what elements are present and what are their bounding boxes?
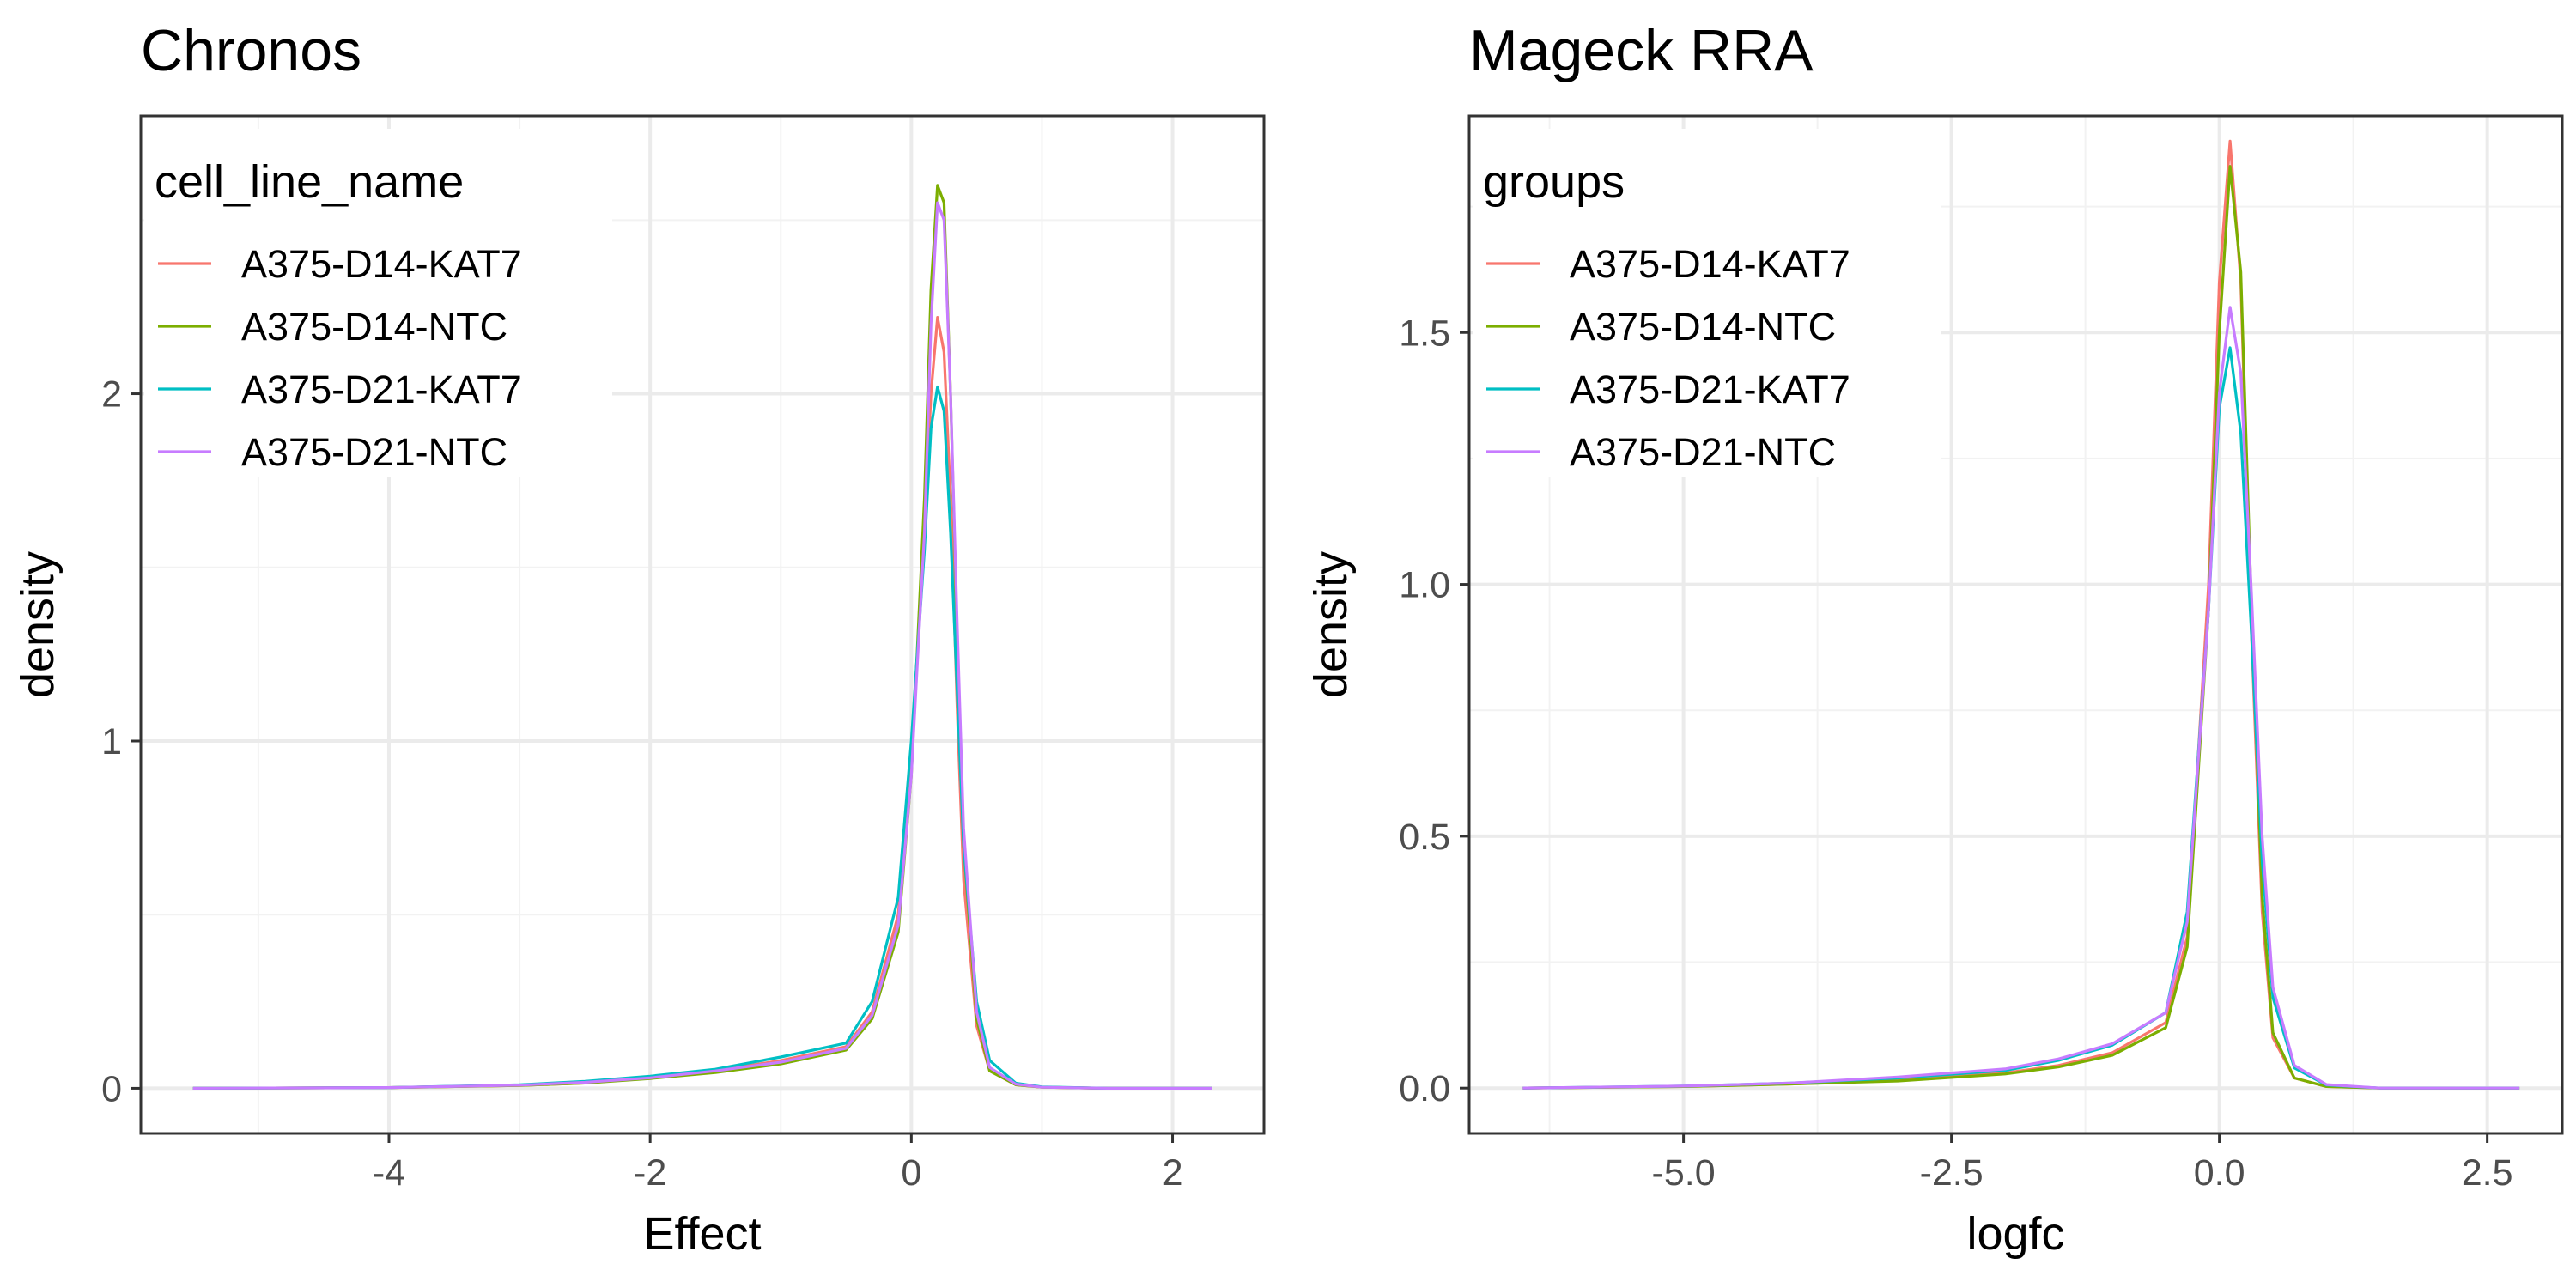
x-tick-label: -2.5 <box>1920 1152 1984 1194</box>
legend-label-3: A375-D21-NTC <box>241 430 507 474</box>
legend-label-1: A375-D14-NTC <box>241 305 507 349</box>
legend-label-2: A375-D21-KAT7 <box>1570 368 1850 411</box>
y-tick-label: 0 <box>101 1068 122 1109</box>
legend-title: cell_line_name <box>155 156 464 208</box>
x-tick-label: 0 <box>901 1152 921 1194</box>
panel-border <box>139 114 1266 1135</box>
legend-background <box>144 129 612 477</box>
x-tick-label: 2.5 <box>2462 1152 2513 1194</box>
panel-0: Chronos cell_line_name A375-D14-KAT7 A375-D… <box>12 18 1266 1260</box>
y-tick-label: 1.5 <box>1399 313 1450 354</box>
chart-title: Chronos <box>141 18 361 83</box>
x-axis-title: Effect <box>643 1208 761 1260</box>
x-tick-label: -4 <box>373 1152 405 1194</box>
legend: groups A375-D14-KAT7 A375-D14-NTC A375-D21-… <box>1473 129 1941 477</box>
y-tick-label: 1 <box>101 721 122 762</box>
legend-label-0: A375-D14-KAT7 <box>241 242 522 286</box>
x-tick-label: 2 <box>1163 1152 1183 1194</box>
x-axis-title: logfc <box>1966 1208 2064 1260</box>
y-tick-label: 1.0 <box>1399 565 1450 606</box>
series-line-2 <box>192 385 1212 1090</box>
legend-label-2: A375-D21-KAT7 <box>241 368 522 411</box>
x-tick-label: -2 <box>634 1152 666 1194</box>
series-line-3 <box>192 201 1212 1090</box>
legend-label-3: A375-D21-NTC <box>1570 430 1836 474</box>
y-tick-label: 2 <box>101 374 122 416</box>
series-line-1 <box>1522 165 2520 1090</box>
legend-background <box>1473 129 1941 477</box>
legend-label-1: A375-D14-NTC <box>1570 305 1836 349</box>
series-line-3 <box>1522 306 2520 1090</box>
y-tick-label: 0.5 <box>1399 817 1450 858</box>
panel-1: Mageck RRA groups A375-D14-KAT7 A375-D14-NT… <box>1305 18 2564 1260</box>
x-tick-label: -5.0 <box>1652 1152 1716 1194</box>
chart-title: Mageck RRA <box>1469 18 1814 83</box>
legend-label-0: A375-D14-KAT7 <box>1570 242 1850 286</box>
panel-border <box>1467 114 2564 1135</box>
y-axis-title: density <box>12 551 64 698</box>
x-tick-label: 0.0 <box>2194 1152 2245 1194</box>
legend: cell_line_name A375-D14-KAT7 A375-D14-NTC A… <box>144 129 612 477</box>
legend-title: groups <box>1483 156 1625 208</box>
y-axis-title: density <box>1305 551 1357 698</box>
y-tick-label: 0.0 <box>1399 1068 1450 1109</box>
